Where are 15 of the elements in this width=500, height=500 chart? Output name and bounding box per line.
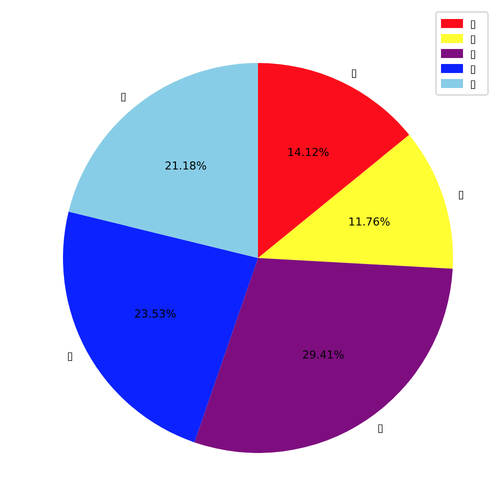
data-label: 29.41%: [302, 348, 344, 362]
data-label: 21.18%: [164, 159, 207, 172]
legend-label: ▯: [470, 32, 476, 46]
legend-label: ▯: [470, 48, 476, 60]
legend-label: ▯: [470, 78, 476, 90]
data-label: 11.76%: [348, 215, 390, 228]
legend-label: ▯: [470, 18, 476, 30]
slice-label: ▯: [350, 66, 358, 80]
slice-label: ▯: [66, 350, 74, 363]
data-label: 14.12%: [287, 146, 330, 159]
legend-label: ▯: [470, 62, 476, 76]
slice-label: ▯: [377, 422, 384, 435]
slice-label: ▯: [120, 90, 126, 104]
slice-label: ▯: [458, 188, 464, 202]
data-label: 23.53%: [134, 308, 176, 321]
